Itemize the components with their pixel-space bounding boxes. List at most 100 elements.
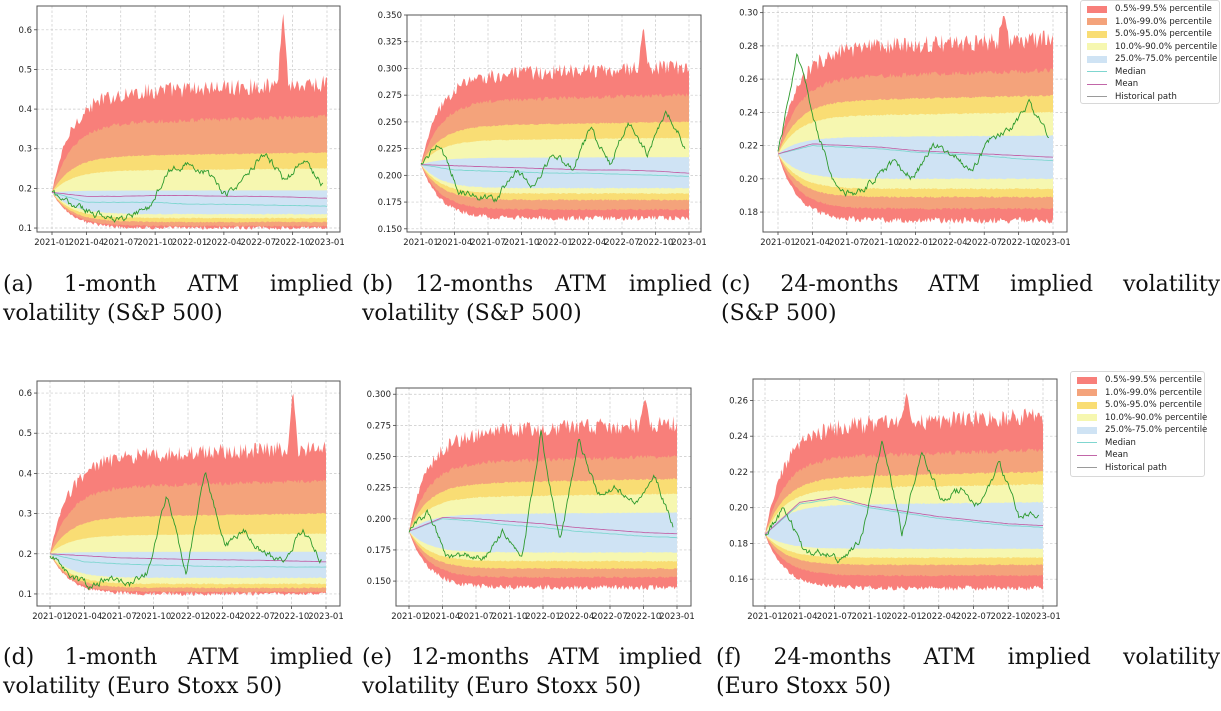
chart-svg-c: 0.180.200.220.240.260.280.302021-012021-… <box>739 5 1071 248</box>
y-tick-label: 0.6 <box>18 26 32 36</box>
mean-line <box>764 496 1044 535</box>
legend-label: Mean <box>1115 79 1139 90</box>
x-tick-label: 2022-07 <box>966 238 1002 248</box>
chart-panel-a: 0.1 0.2 0.3 0.4 0.5 0.6 2021-01 2021-04 2021-07 2… <box>0 0 360 260</box>
x-tick-label: 2022-01 <box>170 612 206 622</box>
mean-line <box>420 164 690 174</box>
legend-swatch <box>1077 426 1097 434</box>
x-tick-label: 2021-01 <box>403 238 439 248</box>
legend-item-median: Median <box>1077 437 1198 450</box>
plot-frame <box>36 380 341 607</box>
legend-item-historical: Historical path <box>1077 462 1198 475</box>
legend-line <box>1077 442 1097 444</box>
median-line <box>420 164 689 177</box>
x-tick-label: 2022-01 <box>898 238 934 248</box>
chart-panel-c: 0.18 0.20 0.22 0.24 0.26 0.28 0.30 2021-01 2021-… <box>720 0 1080 260</box>
caption-text: 1-month ATM implied <box>63 272 353 297</box>
legend-item-band-0: 0.5%-99.5% percentile <box>1077 374 1202 387</box>
x-tick-label: 2023-01 <box>671 238 707 248</box>
x-tick-label: 2021-07 <box>829 238 865 248</box>
x-tick-label: 2021-07 <box>470 238 506 248</box>
plot-frame <box>36 5 341 233</box>
historical-path-line <box>777 52 1050 198</box>
y-tick-label: 0.24 <box>739 108 758 118</box>
legend-label: 5.0%-95.0% percentile <box>1105 400 1202 411</box>
y-tick-label: 0.18 <box>739 208 758 218</box>
x-tick-label: 2022-10 <box>626 612 662 622</box>
y-tick-label: 0.175 <box>378 198 402 208</box>
caption-line-1: (c) 24-months ATM implied volatility <box>721 270 1220 299</box>
legend-label: 0.5%-99.5% percentile <box>1115 4 1212 15</box>
x-tick-label: 2021-01 <box>34 238 70 248</box>
x-tick-label: 2023-01 <box>309 238 345 248</box>
x-tick-label: 2021-10 <box>504 238 540 248</box>
plot-frame <box>752 378 1058 607</box>
x-tick-label: 2021-10 <box>863 238 899 248</box>
y-tick-label: 0.225 <box>378 145 402 155</box>
y-tick-label: 0.1 <box>18 224 32 234</box>
legend-label: Median <box>1115 66 1146 77</box>
legend-line <box>1077 454 1097 456</box>
legend-bottom: 0.5%-99.5% percentile 1.0%-99.0% percent… <box>1070 371 1208 477</box>
caption-text: 12-months ATM implied <box>415 272 712 297</box>
x-tick-label: 2021-07 <box>101 612 137 622</box>
y-tick-label: 0.275 <box>378 91 402 101</box>
caption-label: (b) <box>362 272 394 297</box>
caption-c: (c) 24-months ATM implied volatility (S&… <box>721 270 1220 328</box>
chart-panel-d: 0.1 0.2 0.3 0.4 0.5 0.6 2021-01 2021-04 2021-07 2… <box>0 360 360 622</box>
y-tick-label: 0.22 <box>729 468 748 478</box>
caption-label: (e) <box>362 645 393 670</box>
y-tick-label: 0.20 <box>729 504 748 514</box>
legend-swatch <box>1077 414 1097 422</box>
legend-swatch <box>1087 55 1107 63</box>
caption-text: 24-months ATM implied volatility <box>780 272 1220 297</box>
legend-item-band-2: 5.0%-95.0% percentile <box>1087 28 1213 41</box>
y-tick-label: 0.300 <box>378 64 402 74</box>
x-tick-label: 2022-04 <box>932 238 968 248</box>
legend-label: 1.0%-99.0% percentile <box>1115 16 1212 27</box>
chart-svg-d: 0.10.20.30.40.50.62021-012021-042021-072… <box>18 380 344 622</box>
x-tick-label: 2022-10 <box>1001 238 1037 248</box>
x-tick-label: 2022-10 <box>990 612 1026 622</box>
legend-item-historical: Historical path <box>1087 91 1213 104</box>
legend-label: 10.0%-90.0% percentile <box>1105 412 1208 423</box>
x-tick-label: 2021-10 <box>851 612 887 622</box>
y-tick-label: 0.250 <box>367 453 391 463</box>
x-tick-label: 2023-01 <box>1035 238 1071 248</box>
chart-panel-f: 0.16 0.18 0.20 0.22 0.24 0.26 2021-01 2021-04 20… <box>720 360 1080 622</box>
caption-line-2: (S&P 500) <box>721 301 837 326</box>
y-tick-label: 0.2 <box>18 550 32 560</box>
y-tick-label: 0.175 <box>367 546 391 556</box>
x-tick-label: 2022-01 <box>537 238 573 248</box>
y-tick-label: 0.2 <box>18 184 32 194</box>
y-tick-label: 0.5 <box>18 429 32 439</box>
mean-line <box>51 191 328 199</box>
legend-swatch <box>1087 43 1107 51</box>
caption-line-2: volatility (Euro Stoxx 50) <box>362 674 642 699</box>
legend-line <box>1087 96 1107 98</box>
legend-label: Mean <box>1105 450 1129 461</box>
y-tick-label: 0.28 <box>739 42 758 52</box>
plot-frame <box>395 387 692 607</box>
x-tick-label: 2021-07 <box>817 612 853 622</box>
x-tick-label: 2022-04 <box>205 612 241 622</box>
y-tick-label: 0.22 <box>739 142 758 152</box>
y-tick-label: 0.6 <box>18 389 32 399</box>
y-tick-label: 0.200 <box>378 171 402 181</box>
y-tick-label: 0.18 <box>729 539 748 549</box>
chart-svg-e: 0.150 0.175 0.200 0.225 0.250 0.275 0.300 2021-… <box>367 387 695 622</box>
legend-item-band-4: 25.0%-75.0% percentile <box>1077 424 1207 437</box>
x-tick-label: 2021-10 <box>136 612 172 622</box>
y-tick-label: 0.150 <box>378 225 402 235</box>
y-tick-label: 0.225 <box>367 484 391 494</box>
caption-label: (f) <box>716 645 742 670</box>
y-tick-label: 0.5 <box>18 65 32 75</box>
legend-item-band-3: 10.0%-90.0% percentile <box>1087 41 1217 54</box>
x-tick-label: 2021-04 <box>795 238 831 248</box>
y-tick-label: 0.4 <box>18 105 32 115</box>
y-tick-label: 0.30 <box>739 9 758 19</box>
caption-line-2: volatility (Euro Stoxx 50) <box>3 674 283 699</box>
y-tick-label: 0.4 <box>18 469 32 479</box>
y-tick-label: 0.1 <box>18 590 32 600</box>
